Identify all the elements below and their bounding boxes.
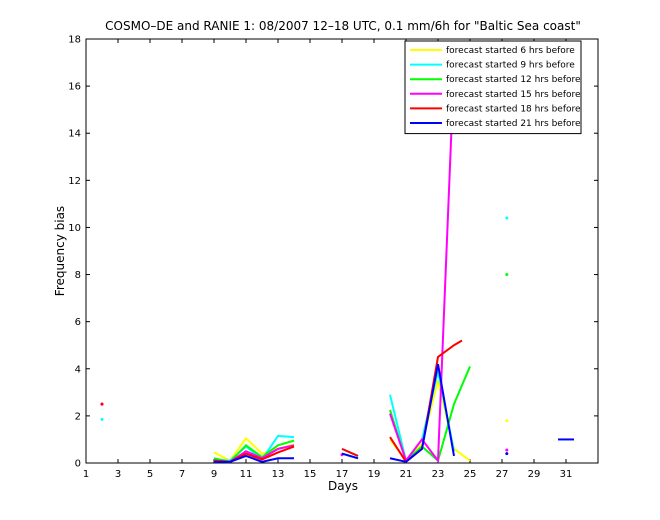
series-line [341, 447, 359, 457]
series-layer [100, 67, 574, 464]
series-1 [213, 380, 509, 463]
x-tick-label: 17 [336, 469, 349, 480]
x-tick-label: 7 [179, 469, 185, 480]
y-tick-label: 0 [75, 459, 81, 470]
series-6 [214, 363, 574, 463]
y-tick-label: 18 [68, 35, 81, 46]
x-tick-label: 1 [83, 469, 89, 480]
axis-ticks: 1 3 5 7 9 11 13 15 17 19 21 23 25 27 29 310246810121416… [68, 35, 598, 480]
series-point [100, 402, 104, 406]
x-tick-label: 21 [400, 469, 413, 480]
x-tick-label: 5 [147, 469, 153, 480]
series-point [505, 273, 509, 277]
legend-entry: forecast started 6 hrs before [446, 46, 575, 56]
x-tick-label: 11 [240, 469, 253, 480]
y-tick-label: 16 [68, 82, 81, 93]
x-tick-label: 29 [528, 469, 541, 480]
series-point [505, 452, 509, 456]
series-point [505, 419, 509, 423]
x-tick-label: 23 [432, 469, 445, 480]
series-line [341, 452, 359, 460]
legend-entry: forecast started 18 hrs before [446, 104, 581, 114]
series-point [505, 448, 509, 452]
series-point [100, 417, 104, 421]
x-axis-label: Days [328, 479, 358, 493]
y-tick-label: 2 [75, 411, 81, 422]
series-line [214, 454, 294, 463]
legend-entry: forecast started 21 hrs before [446, 119, 581, 129]
x-tick-label: 25 [464, 469, 477, 480]
y-tick-label: 12 [68, 176, 81, 187]
legend-entry: forecast started 15 hrs before [446, 90, 581, 100]
series-3 [213, 273, 509, 463]
series-line [389, 67, 455, 464]
x-tick-label: 27 [496, 469, 509, 480]
chart-title: COSMO–DE and RANIE 1: 08/2007 12–18 UTC,… [105, 19, 581, 33]
y-tick-label: 8 [75, 270, 81, 281]
y-tick-label: 6 [75, 317, 81, 328]
series-point [505, 216, 509, 220]
x-tick-label: 31 [560, 469, 573, 480]
series-line [389, 363, 455, 463]
x-tick-label: 3 [115, 469, 121, 480]
y-tick-label: 14 [68, 129, 81, 140]
legend-entry: forecast started 12 hrs before [446, 75, 581, 85]
x-tick-label: 13 [272, 469, 285, 480]
y-tick-label: 10 [68, 223, 81, 234]
y-axis-label: Frequency bias [53, 206, 67, 296]
legend: forecast started 6 hrs before forecast st… [404, 40, 582, 135]
x-tick-label: 15 [304, 469, 317, 480]
x-tick-label: 19 [368, 469, 381, 480]
legend-entry: forecast started 9 hrs before [446, 61, 575, 71]
x-tick-label: 9 [211, 469, 217, 480]
y-tick-label: 4 [75, 364, 81, 375]
legend-box [404, 40, 582, 135]
